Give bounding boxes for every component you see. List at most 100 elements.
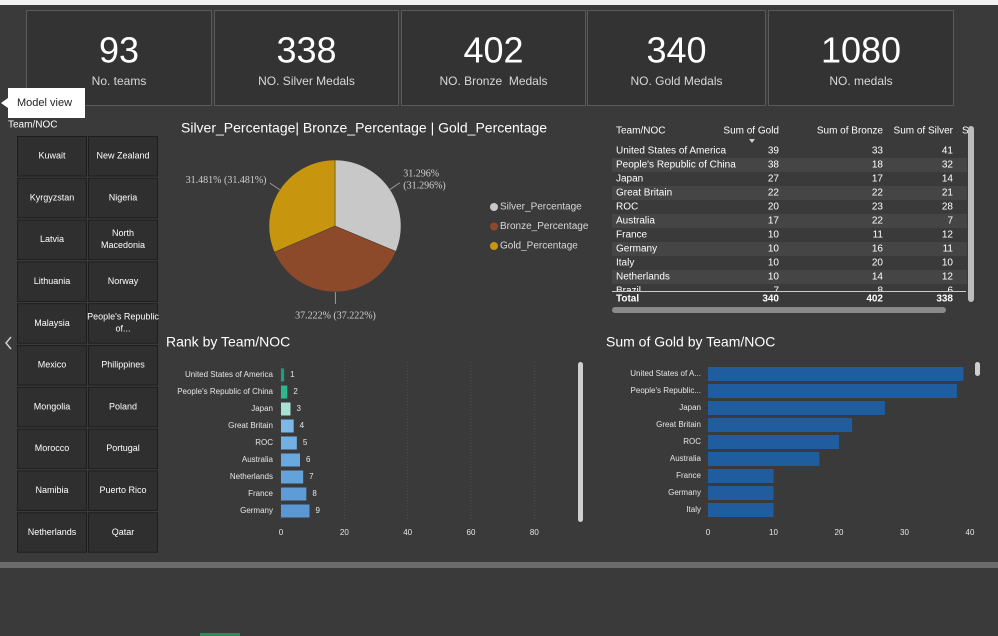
bar[interactable] — [281, 453, 300, 467]
slicer-item-label[interactable]: Norway — [108, 276, 139, 286]
bar[interactable] — [708, 435, 839, 449]
slicer-item[interactable]: Philippines — [88, 345, 158, 386]
slicer-item[interactable]: Qatar — [88, 512, 158, 553]
slicer-item-label[interactable]: Nigeria — [109, 192, 138, 202]
slicer-button[interactable] — [17, 386, 87, 428]
legend-marker[interactable] — [490, 242, 498, 250]
slicer-item-label[interactable]: Malaysia — [34, 318, 70, 328]
slicer-button[interactable] — [88, 261, 158, 302]
slicer-item-label[interactable]: Morocco — [35, 443, 70, 453]
legend-label[interactable]: Bronze_Percentage — [500, 221, 589, 232]
table-row[interactable] — [612, 158, 967, 172]
table-row[interactable] — [612, 270, 967, 284]
legend-marker[interactable] — [490, 203, 498, 211]
bar[interactable] — [708, 418, 853, 432]
slicer-button[interactable] — [88, 512, 158, 553]
slicer-button[interactable] — [17, 512, 87, 553]
slicer-item[interactable]: Mexico — [17, 345, 87, 386]
slicer-item[interactable]: Lithuania — [17, 261, 87, 302]
slicer-item[interactable]: North Macedonia — [88, 219, 158, 261]
table-row[interactable] — [612, 228, 967, 242]
table-row[interactable] — [612, 200, 967, 214]
slicer-item-label[interactable]: Mongolia — [34, 401, 71, 411]
slicer-button[interactable] — [17, 428, 87, 470]
table-row[interactable] — [612, 186, 967, 200]
bar[interactable] — [281, 402, 291, 416]
bar[interactable] — [281, 436, 297, 450]
bar[interactable] — [708, 469, 774, 483]
bar[interactable] — [281, 419, 294, 433]
slicer-item-label[interactable]: Netherlands — [28, 527, 77, 537]
slicer-button[interactable] — [17, 219, 87, 261]
bar[interactable] — [708, 452, 820, 466]
bar[interactable] — [281, 385, 288, 399]
slicer-item-label[interactable]: Philippines — [101, 360, 145, 370]
slicer-item-label[interactable]: People's Republic of... — [87, 312, 159, 334]
pie-slice[interactable] — [334, 159, 402, 252]
slicer-item-label[interactable]: Qatar — [112, 527, 135, 537]
slicer-button[interactable] — [88, 470, 158, 511]
slicer-item-label[interactable]: Puerto Rico — [99, 485, 146, 495]
slicer-item[interactable]: Namibia — [17, 470, 87, 511]
slicer-button[interactable] — [88, 428, 158, 470]
pie-slice[interactable] — [274, 225, 397, 293]
slicer-item-label[interactable]: Kuwait — [38, 151, 66, 161]
slicer-item[interactable]: Mongolia — [17, 386, 87, 428]
slicer-item-label[interactable]: Poland — [109, 401, 137, 411]
slicer-button[interactable] — [17, 261, 87, 302]
slicer-item-label[interactable]: Namibia — [35, 485, 68, 495]
bar[interactable] — [708, 486, 774, 500]
slicer-item[interactable]: New Zealand — [88, 136, 158, 177]
slicer-button[interactable] — [17, 470, 87, 511]
scrollbar[interactable] — [975, 362, 980, 376]
bar[interactable] — [281, 487, 307, 501]
scrollbar[interactable] — [612, 307, 946, 313]
slicer-button[interactable] — [88, 219, 158, 261]
slicer-item[interactable]: Poland — [88, 386, 158, 428]
bar[interactable] — [281, 504, 310, 518]
slicer-item-label[interactable]: New Zealand — [96, 151, 149, 161]
slicer-item-label[interactable]: Kyrgyzstan — [30, 192, 75, 202]
table-row[interactable] — [612, 214, 967, 228]
slicer-item[interactable]: Portugal — [88, 428, 158, 470]
table-row[interactable] — [612, 144, 967, 158]
slicer-item[interactable]: Nigeria — [88, 177, 158, 219]
legend-marker[interactable] — [490, 222, 498, 231]
scrollbar[interactable] — [578, 362, 583, 522]
slicer-item-label[interactable]: Portugal — [106, 443, 140, 453]
slicer-item[interactable]: Malaysia — [17, 303, 87, 344]
bar[interactable] — [281, 470, 304, 484]
slicer-button[interactable] — [17, 345, 87, 386]
bar[interactable] — [708, 503, 774, 517]
slicer-item-label[interactable]: Lithuania — [34, 276, 71, 286]
scrollbar[interactable] — [968, 126, 974, 302]
slicer-button[interactable] — [17, 303, 87, 344]
bar[interactable] — [708, 367, 964, 381]
slicer-item[interactable]: Morocco — [17, 428, 87, 470]
table-row[interactable] — [612, 256, 967, 270]
nav-arrow[interactable] — [5, 336, 12, 350]
slicer-button[interactable] — [17, 136, 87, 177]
slicer-item[interactable]: Kuwait — [17, 136, 87, 177]
legend-label[interactable]: Silver_Percentage — [500, 202, 582, 213]
slicer-button[interactable] — [88, 386, 158, 428]
slicer-item[interactable]: Puerto Rico — [88, 470, 158, 511]
slicer-item[interactable]: Latvia — [17, 219, 87, 261]
slicer-button[interactable] — [88, 303, 158, 344]
slicer-item-label[interactable]: North Macedonia — [101, 228, 145, 250]
bar[interactable] — [708, 401, 885, 415]
bar[interactable] — [708, 384, 957, 398]
bar[interactable] — [281, 368, 285, 382]
table-row[interactable] — [612, 242, 967, 256]
legend-label[interactable]: Gold_Percentage — [500, 241, 578, 252]
slicer-item[interactable]: Netherlands — [17, 512, 87, 553]
slicer-item-label[interactable]: Latvia — [40, 234, 64, 244]
slicer-item[interactable]: People's Republic of... — [87, 303, 159, 344]
slicer-button[interactable] — [88, 345, 158, 386]
table-row[interactable] — [612, 172, 967, 186]
table-row[interactable] — [612, 284, 967, 298]
slicer-button[interactable] — [88, 177, 158, 219]
slicer-button[interactable] — [17, 177, 87, 219]
slicer-item[interactable]: Norway — [88, 261, 158, 302]
slicer-item[interactable]: Kyrgyzstan — [17, 177, 87, 219]
